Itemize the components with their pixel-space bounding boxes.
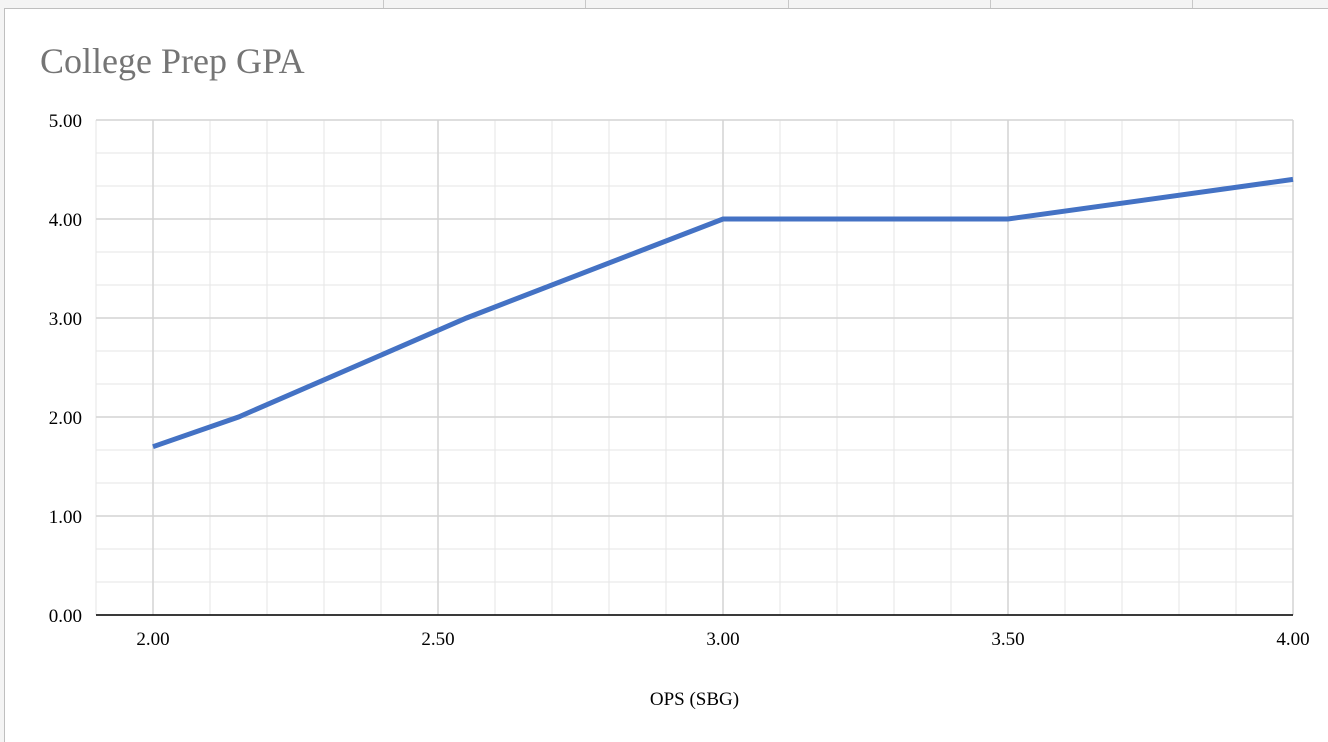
y-tick-label: 2.00 (49, 408, 82, 429)
series-line (152, 176, 1294, 450)
x-axis-title: OPS (SBG) (650, 689, 739, 710)
x-tick-label: 3.50 (991, 629, 1024, 650)
sheet-column-divider (383, 0, 384, 8)
x-tick-label: 2.50 (421, 629, 454, 650)
y-tick-label: 4.00 (49, 210, 82, 231)
x-tick-label: 2.00 (136, 629, 169, 650)
sheet-column-divider (1192, 0, 1193, 8)
y-tick-label: 0.00 (49, 606, 82, 627)
sheet-column-divider (990, 0, 991, 8)
series-lines (152, 176, 1294, 450)
minor-gridlines (95, 119, 1294, 616)
y-tick-label: 3.00 (49, 309, 82, 330)
chart-title: College Prep GPA (40, 41, 305, 81)
y-tick-label: 5.00 (49, 111, 82, 132)
x-tick-label: 3.00 (706, 629, 739, 650)
y-tick-label: 1.00 (49, 507, 82, 528)
x-tick-label: 4.00 (1276, 629, 1309, 650)
sheet-column-divider (585, 0, 586, 8)
x-tick-labels: 2.00 2.50 3.00 3.50 4.00 (136, 629, 1309, 650)
major-gridlines (96, 119, 1294, 616)
sheet-column-divider (788, 0, 789, 8)
y-tick-labels: 0.00 1.00 2.00 3.00 4.00 5.00 (49, 111, 82, 627)
